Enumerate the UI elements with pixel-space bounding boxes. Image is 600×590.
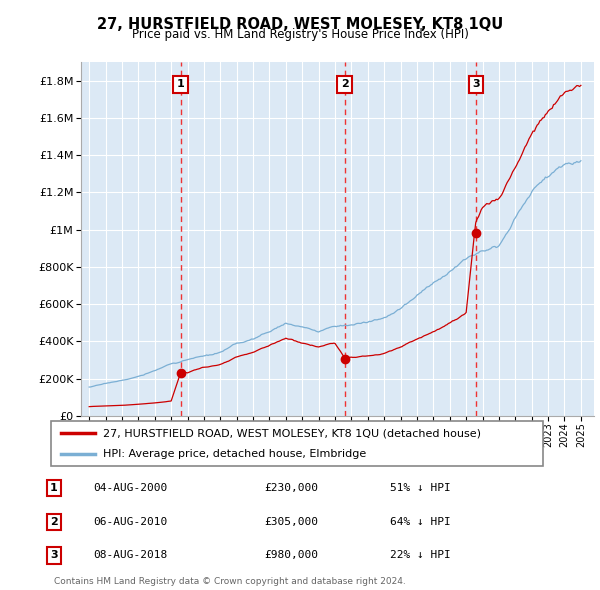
Text: £305,000: £305,000 xyxy=(264,517,318,527)
Text: Contains HM Land Registry data © Crown copyright and database right 2024.: Contains HM Land Registry data © Crown c… xyxy=(54,577,406,586)
Text: HPI: Average price, detached house, Elmbridge: HPI: Average price, detached house, Elmb… xyxy=(103,448,366,458)
Text: 64% ↓ HPI: 64% ↓ HPI xyxy=(390,517,451,527)
Text: Price paid vs. HM Land Registry's House Price Index (HPI): Price paid vs. HM Land Registry's House … xyxy=(131,28,469,41)
FancyBboxPatch shape xyxy=(51,421,543,466)
Text: £980,000: £980,000 xyxy=(264,550,318,560)
Text: 06-AUG-2010: 06-AUG-2010 xyxy=(93,517,167,527)
Text: £230,000: £230,000 xyxy=(264,483,318,493)
Text: 1: 1 xyxy=(177,79,185,89)
Text: 3: 3 xyxy=(50,550,58,560)
Text: 27, HURSTFIELD ROAD, WEST MOLESEY, KT8 1QU (detached house): 27, HURSTFIELD ROAD, WEST MOLESEY, KT8 1… xyxy=(103,428,481,438)
Text: 2: 2 xyxy=(341,79,349,89)
Text: 1: 1 xyxy=(50,483,58,493)
Text: 3: 3 xyxy=(472,79,479,89)
Text: 04-AUG-2000: 04-AUG-2000 xyxy=(93,483,167,493)
Text: 51% ↓ HPI: 51% ↓ HPI xyxy=(390,483,451,493)
Text: 27, HURSTFIELD ROAD, WEST MOLESEY, KT8 1QU: 27, HURSTFIELD ROAD, WEST MOLESEY, KT8 1… xyxy=(97,17,503,31)
Text: 22% ↓ HPI: 22% ↓ HPI xyxy=(390,550,451,560)
Text: 2: 2 xyxy=(50,517,58,527)
Text: 08-AUG-2018: 08-AUG-2018 xyxy=(93,550,167,560)
